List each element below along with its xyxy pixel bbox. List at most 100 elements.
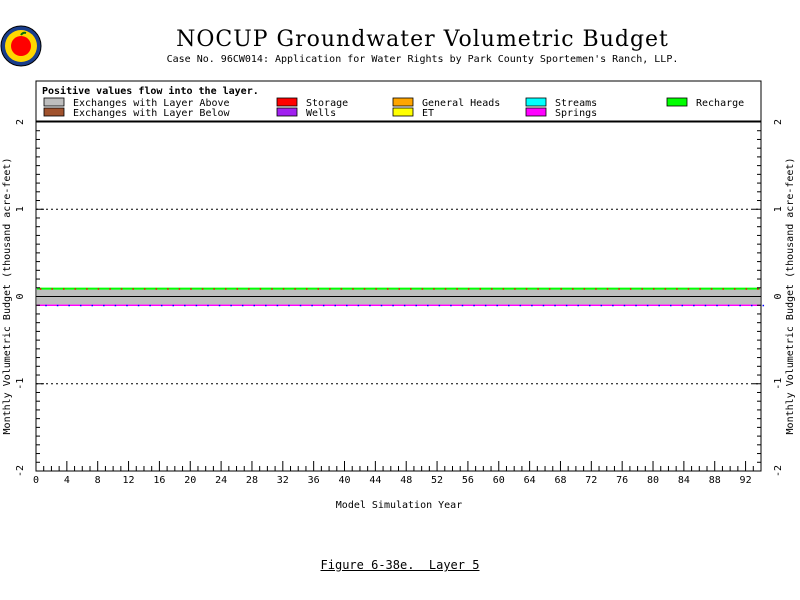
wells-point — [369, 304, 371, 307]
wells-point — [750, 304, 753, 307]
wells-point — [91, 304, 94, 307]
x-tick-label: 24 — [215, 475, 227, 486]
wells-point — [288, 304, 290, 307]
storage-point — [548, 288, 551, 290]
wells-point — [322, 304, 325, 307]
wells-point — [265, 304, 267, 307]
x-tick-label: 32 — [277, 475, 289, 486]
plot-content — [36, 208, 765, 385]
wells-point — [577, 304, 579, 307]
storage-point — [456, 288, 458, 290]
wells-point — [207, 304, 209, 307]
legend-label: Streams — [555, 98, 597, 109]
wells-point — [565, 304, 568, 307]
storage-point — [375, 288, 377, 290]
wells-point — [496, 304, 498, 307]
x-tick-label: 76 — [616, 475, 628, 486]
legend-swatch — [525, 97, 547, 107]
storage-point — [560, 288, 562, 290]
wells-point — [230, 304, 232, 307]
y-tick-label-left: -2 — [15, 465, 26, 477]
figure-caption: Figure 6-38e. Layer 5 — [0, 558, 800, 572]
storage-point — [97, 288, 100, 290]
legend-label: Storage — [306, 98, 348, 109]
legend-label: General Heads — [422, 98, 500, 109]
legend-swatch — [392, 107, 414, 117]
wells-point — [508, 304, 510, 307]
legend-swatch — [666, 97, 688, 107]
storage-point — [271, 288, 273, 290]
wells-point — [79, 304, 82, 307]
apple-seal-icon — [0, 25, 42, 67]
storage-point — [224, 288, 227, 290]
legend-label: Exchanges with Layer Below — [73, 108, 231, 119]
storage-point — [248, 288, 250, 290]
storage-point — [352, 288, 354, 290]
wells-point — [45, 304, 47, 307]
wells-point — [438, 304, 441, 307]
storage-point — [687, 288, 690, 290]
wells-point — [241, 304, 244, 307]
wells-point — [427, 304, 429, 307]
legend-label: Recharge — [696, 98, 744, 109]
storage-point — [317, 288, 320, 290]
x-tick-label: 48 — [400, 475, 412, 486]
wells-point — [646, 304, 649, 307]
x-tick-label: 84 — [678, 475, 690, 486]
storage-point — [757, 288, 759, 290]
storage-point — [479, 288, 481, 290]
wells-point — [253, 304, 255, 307]
storage-point — [190, 288, 192, 290]
storage-point — [676, 288, 678, 290]
x-tick-label: 56 — [462, 475, 474, 486]
page-title: NOCUP Groundwater Volumetric Budget — [176, 27, 669, 52]
wells-point — [103, 304, 105, 307]
legend-swatch — [43, 107, 65, 117]
storage-point — [722, 288, 724, 290]
x-tick-label: 44 — [369, 475, 381, 486]
wells-point — [589, 304, 591, 307]
storage-point — [109, 288, 111, 290]
legend-label: ET — [422, 108, 434, 119]
legend-swatch — [276, 107, 298, 117]
y-tick-label-right: 2 — [773, 119, 784, 125]
storage-point — [583, 288, 586, 290]
storage-point — [537, 288, 539, 290]
x-tick-label: 60 — [493, 475, 505, 486]
legend-swatch — [392, 97, 414, 107]
y-tick-label-right: -1 — [773, 378, 784, 390]
wells-point — [716, 304, 718, 307]
wells-point — [195, 304, 198, 307]
storage-point — [143, 288, 146, 290]
wells-point — [531, 304, 533, 307]
x-tick-label: 64 — [524, 475, 536, 486]
storage-point — [653, 288, 655, 290]
x-tick-label: 92 — [740, 475, 752, 486]
wells-point — [727, 304, 730, 307]
wells-point — [357, 304, 360, 307]
storage-point — [606, 288, 609, 290]
wells-point — [681, 304, 684, 307]
y-axis-label-left: Monthly Volumetric Budget (thousand acre… — [2, 158, 13, 435]
storage-point — [410, 288, 412, 290]
wells-point — [658, 304, 660, 307]
wells-point — [149, 304, 151, 307]
y-tick-label-left: 2 — [15, 119, 26, 125]
y-tick-label-left: -1 — [15, 378, 26, 390]
storage-point — [167, 288, 169, 290]
storage-point — [120, 288, 123, 290]
wells-point — [126, 304, 128, 307]
x-tick-label: 36 — [308, 475, 320, 486]
wells-point — [542, 304, 545, 307]
y-tick-label-right: -2 — [773, 465, 784, 477]
legend: Positive values flow into the layer.Exch… — [42, 85, 744, 119]
x-tick-label: 68 — [554, 475, 566, 486]
wells-point — [68, 304, 70, 307]
legend-label: Springs — [555, 108, 597, 119]
storage-point — [433, 288, 435, 290]
storage-point — [132, 288, 134, 290]
wells-point — [334, 304, 336, 307]
wells-point — [473, 304, 475, 307]
storage-point — [502, 288, 505, 290]
x-tick-label: 0 — [33, 475, 39, 486]
